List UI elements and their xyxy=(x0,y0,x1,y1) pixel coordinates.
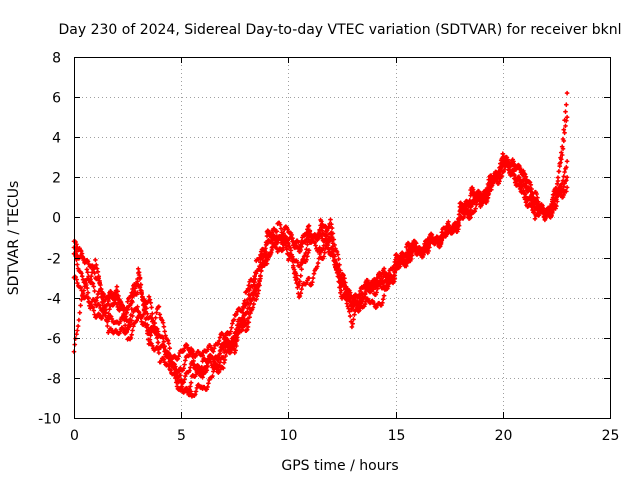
series-track-2 xyxy=(71,151,570,395)
x-tick-label: 10 xyxy=(280,428,298,444)
series-track-1 xyxy=(71,154,570,399)
plot-frame xyxy=(74,57,611,419)
y-tick-label: 2 xyxy=(52,171,61,187)
y-tick-label: 0 xyxy=(52,211,61,227)
x-tick-label: 25 xyxy=(602,428,620,444)
y-tick-label: 6 xyxy=(52,91,61,107)
y-tick-label: -2 xyxy=(47,252,61,268)
y-tick-label: 8 xyxy=(52,51,61,67)
axis-ticks: 0 5 10 15 20 25 -10 -8 -6 -4 -2 0 2 4 6 8 xyxy=(38,51,619,445)
y-tick-label: 4 xyxy=(52,131,61,147)
y-tick-label: -6 xyxy=(47,332,61,348)
series-track-5 xyxy=(71,157,570,386)
y-tick-label: -10 xyxy=(38,412,61,428)
chart-title: Day 230 of 2024, Sidereal Day-to-day VTE… xyxy=(59,22,622,38)
x-tick-label: 5 xyxy=(177,428,186,444)
y-tick-label: -8 xyxy=(47,372,61,388)
y-axis-label: SDTVAR / TECUs xyxy=(6,181,22,296)
grid-lines xyxy=(74,57,611,419)
x-tick-label: 15 xyxy=(388,428,406,444)
x-tick-label: 0 xyxy=(70,428,79,444)
x-tick-label: 20 xyxy=(495,428,513,444)
x-axis-label: GPS time / hours xyxy=(281,458,398,474)
y-tick-label: -4 xyxy=(47,292,61,308)
